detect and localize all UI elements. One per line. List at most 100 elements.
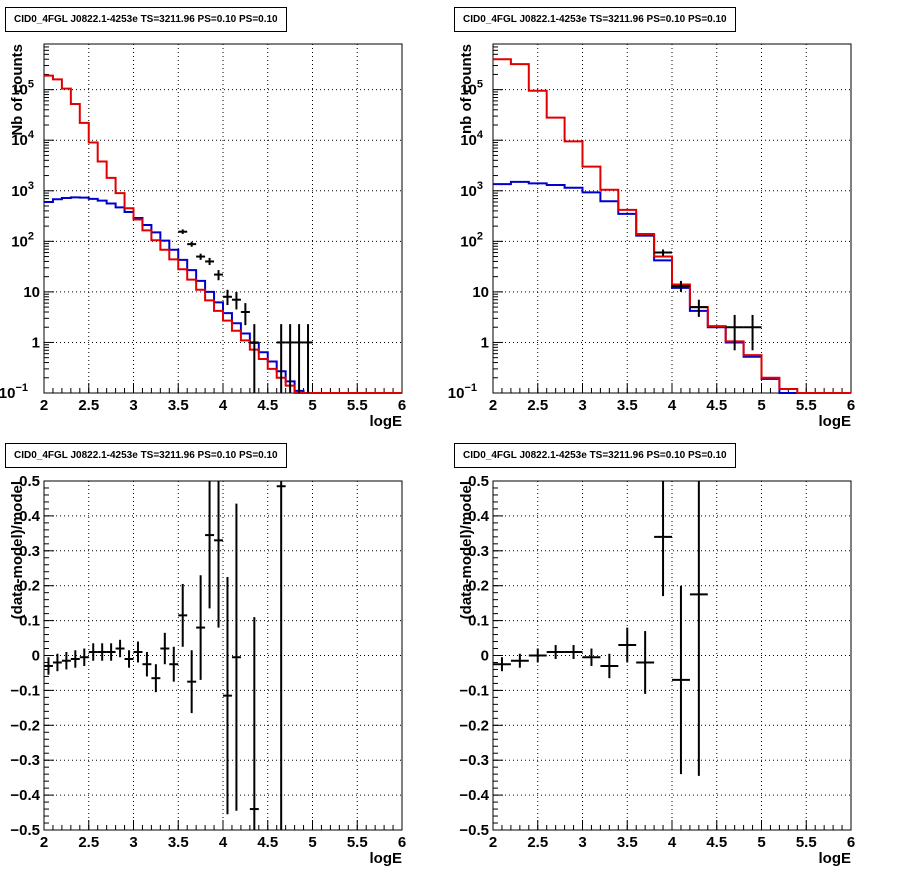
- y-tick-label: 103: [11, 180, 34, 200]
- data-point: [61, 652, 71, 670]
- plot-panel-top-left: 2 2.5 3 3.5 4 4.5 5 5.5 6 10−1 1 10 102 103 104 105 logE…: [0, 43, 406, 430]
- y-axis-label: nb of counts: [458, 44, 475, 134]
- y-tick-label: 0: [481, 648, 489, 665]
- data-point: [187, 650, 197, 714]
- x-tick-label: 4: [219, 834, 228, 851]
- data-point: [205, 257, 215, 266]
- y-tick-label: −0.2: [10, 717, 40, 734]
- data-point: [689, 299, 708, 317]
- x-tick-label: 4.5: [257, 397, 278, 414]
- data-point: [636, 631, 655, 694]
- plot-panel-bottom-right: 2 2.5 3 3.5 4 4.5 5 5.5 6 −0.5 −0.4 −0.3 −0.2 −0.1 0 0.…: [458, 473, 855, 867]
- x-tick-label: 5.5: [347, 834, 368, 851]
- x-tick-label: 6: [847, 397, 855, 414]
- x-tick-label: 2.5: [78, 834, 99, 851]
- plot-title: CID0_4FGL J0822.1-4253e TS=3211.96 PS=0.…: [454, 7, 736, 32]
- data-point: [276, 324, 286, 393]
- plot-title: CID0_4FGL J0822.1-4253e TS=3211.96 PS=0.…: [454, 443, 736, 468]
- y-tick-label: −0.1: [459, 682, 489, 699]
- y-tick-label: 10−1: [448, 382, 477, 402]
- x-tick-label: 5.5: [796, 834, 817, 851]
- y-tick-label: −0.1: [10, 682, 40, 699]
- x-tick-label: 3.5: [617, 397, 638, 414]
- x-tick-label: 4.5: [257, 834, 278, 851]
- data-point: [160, 632, 170, 665]
- y-tick-label: −0.2: [459, 717, 489, 734]
- data-point: [196, 575, 206, 680]
- data-point: [654, 481, 672, 597]
- x-tick-label: 6: [847, 834, 855, 851]
- x-tick-label: 4.5: [706, 834, 727, 851]
- y-tick-label: 0.1: [468, 613, 489, 630]
- x-axis-label: logE: [819, 413, 852, 430]
- x-tick-label: 3.5: [168, 397, 189, 414]
- x-tick-label: 2: [489, 397, 497, 414]
- data-point: [169, 646, 179, 682]
- data-point: [546, 645, 565, 659]
- x-axis-label: logE: [370, 413, 403, 430]
- data-point: [44, 657, 53, 675]
- y-axis-label: (data-model)/model: [9, 481, 26, 619]
- plot-title: CID0_4FGL J0822.1-4253e TS=3211.96 PS=0.…: [5, 443, 287, 468]
- x-tick-label: 4: [219, 397, 228, 414]
- data-point: [285, 324, 295, 393]
- data-point: [618, 627, 637, 663]
- data-point: [528, 648, 547, 663]
- histogram-source-model: [493, 180, 851, 394]
- data-point: [52, 653, 62, 672]
- y-axis-label: Nb of counts: [9, 44, 26, 136]
- x-axis-label: logE: [370, 850, 403, 867]
- x-tick-label: 5: [308, 834, 316, 851]
- x-axis-label: logE: [819, 850, 852, 867]
- y-tick-label: 105: [460, 79, 483, 99]
- y-tick-label: −0.4: [459, 787, 489, 804]
- data-point: [672, 585, 690, 775]
- y-tick-label: −0.4: [10, 787, 40, 804]
- data-point: [249, 324, 259, 393]
- y-tick-label: 102: [11, 230, 34, 250]
- y-tick-label: 0.2: [468, 578, 489, 595]
- histogram-source-model: [44, 196, 402, 394]
- data-point: [79, 648, 89, 666]
- plot-title: CID0_4FGL J0822.1-4253e TS=3211.96 PS=0.…: [5, 7, 287, 32]
- x-tick-label: 2.5: [78, 397, 99, 414]
- y-tick-label: 0.5: [19, 473, 40, 490]
- x-tick-label: 4: [668, 834, 677, 851]
- y-tick-label: 0.2: [19, 578, 40, 595]
- data-point: [493, 657, 511, 672]
- y-tick-label: −0.5: [459, 822, 489, 839]
- data-point: [510, 653, 529, 668]
- x-tick-label: 5: [757, 397, 765, 414]
- data-point: [276, 481, 286, 830]
- x-tick-label: 2.5: [527, 834, 548, 851]
- data-point: [600, 653, 619, 679]
- data-point: [133, 641, 143, 663]
- y-tick-label: 0.4: [468, 508, 490, 525]
- x-tick-label: 5: [308, 397, 316, 414]
- data-point: [178, 229, 188, 234]
- data-point: [582, 648, 601, 666]
- data-point: [151, 664, 161, 693]
- x-tick-label: 3.5: [617, 834, 638, 851]
- data-point: [187, 241, 197, 247]
- data-point: [178, 583, 188, 647]
- data-point: [214, 481, 223, 628]
- data-point: [249, 617, 259, 830]
- y-tick-label: 105: [11, 79, 34, 99]
- y-tick-label: 0.5: [468, 473, 489, 490]
- data-point: [303, 324, 313, 393]
- x-tick-label: 3: [578, 397, 586, 414]
- data-point: [106, 643, 116, 661]
- y-tick-label: 0.1: [19, 613, 40, 630]
- x-tick-label: 3: [578, 834, 586, 851]
- y-tick-label: 1: [32, 334, 40, 351]
- histogram-total-model: [493, 58, 851, 394]
- data-point: [654, 249, 672, 256]
- data-point: [223, 576, 232, 815]
- data-point: [725, 314, 744, 351]
- data-point: [196, 253, 206, 260]
- x-tick-label: 4.5: [706, 397, 727, 414]
- data-point: [689, 481, 708, 776]
- data-point: [205, 481, 215, 609]
